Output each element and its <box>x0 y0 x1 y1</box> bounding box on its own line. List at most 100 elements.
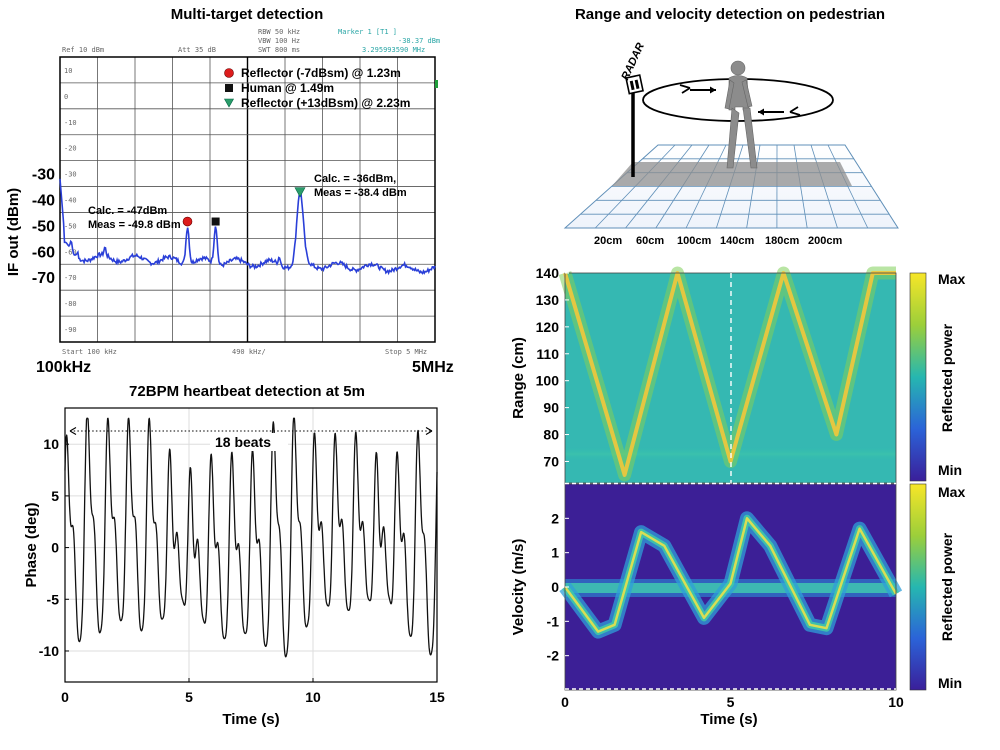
velocity-colorbar: Max Min Reflected power <box>909 483 965 691</box>
path-arrow-left <box>679 84 691 94</box>
range-colorbar: Max Min Reflected power <box>909 271 965 482</box>
legend-item-reflector-2: Reflector (+13dBsm) @ 2.23m <box>241 96 410 110</box>
y-tick-label: -50 <box>32 218 55 235</box>
range-y-tick-label: 80 <box>543 427 559 443</box>
walking-area <box>612 162 852 186</box>
distance-60cm: 60cm <box>636 235 664 247</box>
pedestrian-figure <box>724 60 758 169</box>
velocity-ylabel: Velocity (m/s) <box>510 539 527 636</box>
y-tick-label: 5 <box>51 488 59 504</box>
small-y-tick: -90 <box>64 326 77 334</box>
range-y-tick-label: 140 <box>536 265 560 281</box>
beats-label-bg <box>210 433 288 451</box>
small-y-tick: -30 <box>64 171 77 179</box>
beats-label: 18 beats <box>215 434 271 450</box>
x-tick-label: 10 <box>305 689 321 705</box>
heartbeat-ylabel: Phase (deg) <box>23 502 40 587</box>
distance-100cm: 100cm <box>677 235 711 247</box>
beats-arrowheads <box>69 427 433 435</box>
heartbeat-chart: 72BPM heartbeat detection at 5m 0 5 10 15 10… <box>23 383 445 728</box>
y-tick-label: -10 <box>39 643 59 659</box>
range-y-tick-label: 120 <box>536 319 560 335</box>
y-tick-label: 10 <box>43 436 59 452</box>
green-marker-tick <box>435 80 438 88</box>
floor-grid-lines <box>580 144 890 229</box>
y-tick-label: 0 <box>51 540 59 556</box>
instrument-stop: Stop 5 MHz <box>385 348 427 356</box>
velocity-y-tick-label: -1 <box>547 613 560 629</box>
peak-marker-reflector-2 <box>294 187 306 198</box>
x-tick-label: 5 <box>185 689 193 705</box>
y-tick-label: -40 <box>32 193 55 210</box>
multi-target-small-ticks: 10 0 -10 -20 -30 -40 -50 -60 -70 -80 -90 <box>64 67 77 334</box>
instrument-att: Att 35 dB <box>178 46 216 54</box>
pedestrian-xlabel: Time (s) <box>700 711 757 728</box>
range-y-tick-label: 70 <box>543 453 559 469</box>
heartbeat-xlabel: Time (s) <box>222 711 279 728</box>
spectrum-line <box>59 178 436 276</box>
small-y-tick: -40 <box>64 197 77 205</box>
range-ticks: 140 130 120 110 100 90 80 70 <box>536 265 569 469</box>
y-tick-label: -70 <box>32 270 55 287</box>
radar-scene: RADAR 20cm 60cm 100cm 140cm 1 <box>563 41 899 247</box>
small-y-tick: 0 <box>64 93 68 101</box>
legend-triangle-marker <box>223 98 235 108</box>
heartbeat-ticks: 0 5 10 15 10 5 0 -5 -10 <box>39 436 445 705</box>
velocity-colorbar-max: Max <box>938 484 965 500</box>
heartbeat-phase-line <box>64 417 438 658</box>
instrument-marker-level: -38.37 dBm <box>398 37 440 45</box>
distance-140cm: 140cm <box>720 235 754 247</box>
pedestrian-x-tick-label: 5 <box>727 694 735 710</box>
velocity-y-tick-label: -2 <box>547 648 560 664</box>
small-y-tick: 10 <box>64 67 72 75</box>
instrument-marker: Marker 1 [T1 ] <box>338 28 397 36</box>
peak-marker-human <box>211 217 220 226</box>
range-colorbar-max: Max <box>938 271 965 287</box>
x-start-label: 100kHz <box>36 359 91 376</box>
velocity-colorbar-label: Reflected power <box>939 532 955 641</box>
y-tick-label: -60 <box>32 244 55 261</box>
heartbeat-plot-frame <box>64 407 438 683</box>
annotation-2-calc: Calc. = -36dBm, <box>314 173 396 185</box>
velocity-y-tick-label: 1 <box>551 545 559 561</box>
legend-circle-marker <box>224 68 234 78</box>
velocity-y-tick-label: 2 <box>551 510 559 526</box>
y-tick-label: -5 <box>47 591 60 607</box>
distance-labels: 20cm 60cm 100cm 140cm 180cm 200cm <box>594 235 842 247</box>
range-ylabel: Range (cm) <box>510 337 527 419</box>
velocity-heatmap: 210-1-20 5 10 Velocity (m/s) Time (s) <box>510 482 904 728</box>
range-trace <box>563 271 896 477</box>
legend-item-reflector-1: Reflector (-7dBsm) @ 1.23m <box>241 66 401 80</box>
small-y-tick: -20 <box>64 145 77 153</box>
multi-target-plot-frame <box>59 56 436 343</box>
peak-markers <box>182 187 306 227</box>
x-tick-label: 0 <box>61 689 69 705</box>
instrument-rbw: RBW 50 kHz <box>258 28 300 36</box>
small-y-tick: -80 <box>64 300 77 308</box>
instrument-swt: SWT 800 ms <box>258 46 300 54</box>
range-colorbar-min: Min <box>938 462 962 478</box>
multi-target-legend: Reflector (-7dBsm) @ 1.23m Human @ 1.49m… <box>223 66 410 110</box>
small-y-tick: -70 <box>64 274 77 282</box>
instrument-marker-freq: 3.295993590 MHz <box>362 46 425 54</box>
multi-target-title: Multi-target detection <box>171 6 324 23</box>
range-y-tick-label: 130 <box>536 292 560 308</box>
path-arrow-right <box>789 106 801 116</box>
instrument-ref: Ref 10 dBm <box>62 46 104 54</box>
annotation-1-meas: Meas = -49.8 dBm <box>88 219 181 231</box>
pedestrian-title: Range and velocity detection on pedestri… <box>575 6 885 23</box>
radar-device <box>625 74 644 95</box>
velocity-ticks: 210-1-20 5 10 <box>547 510 904 710</box>
distance-20cm: 20cm <box>594 235 622 247</box>
peak-marker-reflector-1 <box>182 216 193 227</box>
instrument-span: 490 kHz/ <box>232 348 266 356</box>
velocity-colorbar-min: Min <box>938 675 962 691</box>
distance-200cm: 200cm <box>808 235 842 247</box>
range-colorbar-label: Reflected power <box>939 323 955 432</box>
small-y-tick: -60 <box>64 248 77 256</box>
annotation-2-meas: Meas = -38.4 dBm <box>314 187 407 199</box>
legend-item-human: Human @ 1.49m <box>241 81 334 95</box>
instrument-start: Start 100 kHz <box>62 348 117 356</box>
heartbeat-title: 72BPM heartbeat detection at 5m <box>129 383 365 400</box>
pedestrian-x-tick-label: 0 <box>561 694 569 710</box>
